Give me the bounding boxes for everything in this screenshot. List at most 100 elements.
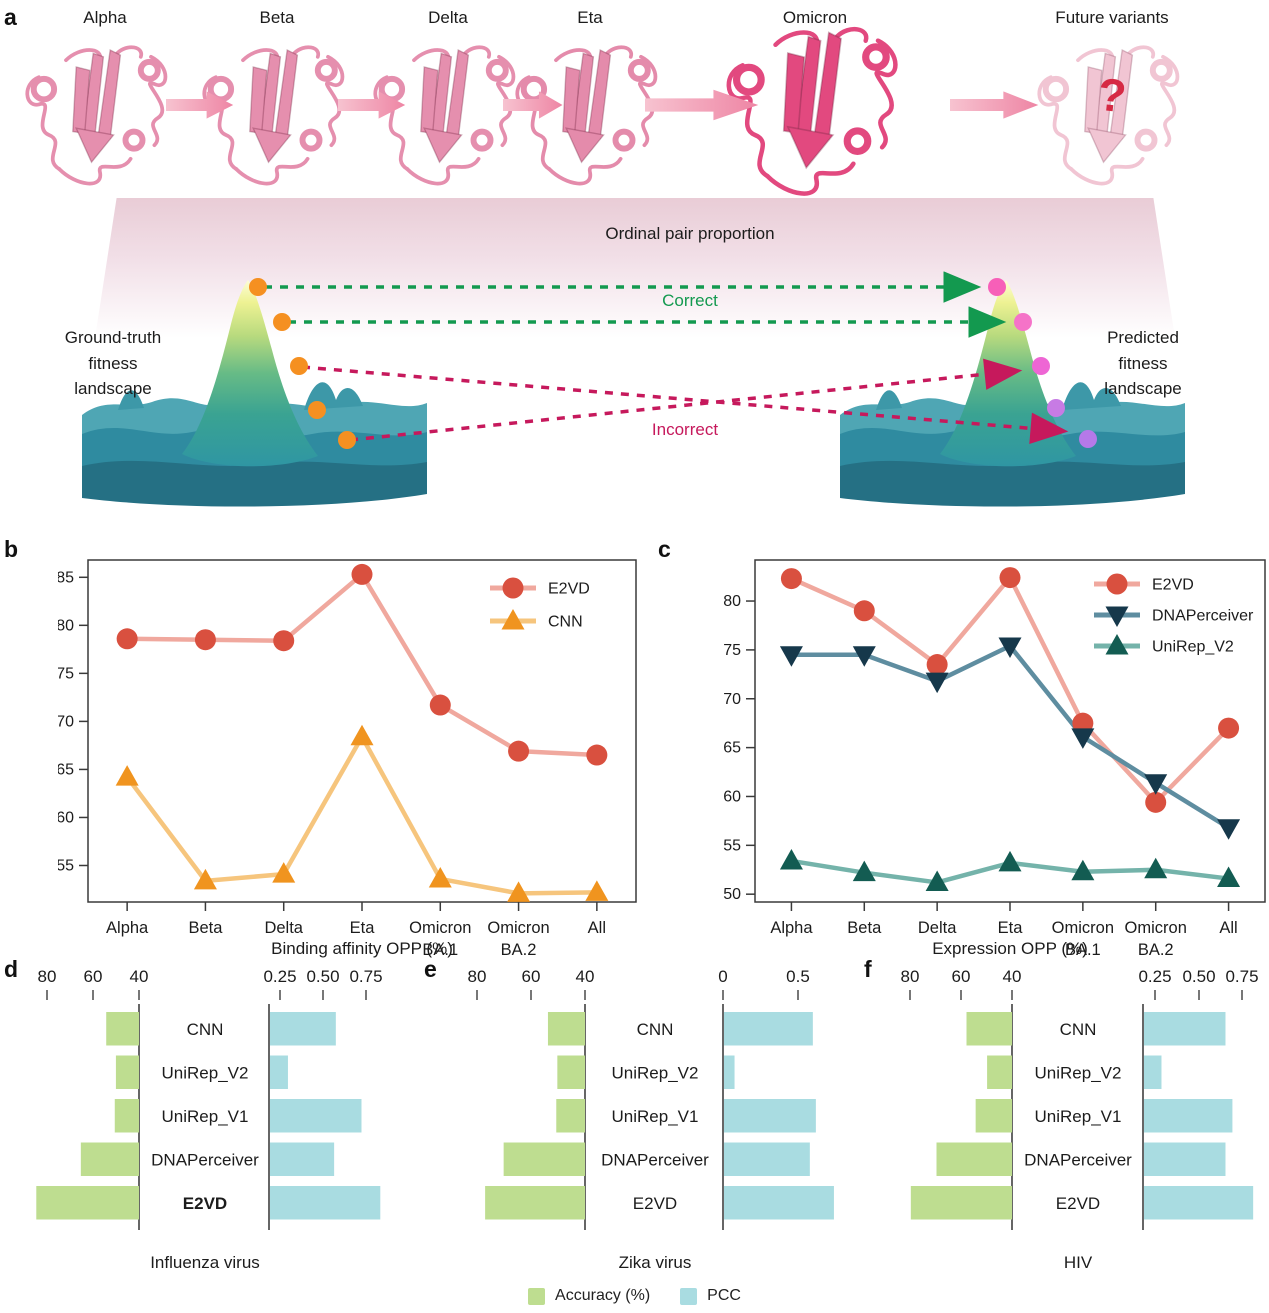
chart-text: 40 [1003,967,1022,986]
chart-text: 40 [130,967,149,986]
accuracy-bar-UniRep_V1 [114,1099,139,1133]
pcc-bar-E2VD [1144,1186,1254,1220]
accuracy-bar-DNAPerceiver [80,1142,139,1176]
pred-label-line3: landscape [1104,379,1182,398]
marker-circle [194,629,216,651]
variant-label-future: Future variants [1055,8,1169,27]
incorrect-label: Incorrect [651,420,719,439]
legend-pcc: PCC [680,1287,741,1305]
evolution-arrow-4 [645,89,759,121]
marker-triangle-down [779,646,803,667]
accuracy-bar-E2VD [910,1186,1012,1220]
marker-circle [926,654,948,676]
chart-text: Binding affinity OPP (%) [271,939,453,958]
marker-circle [853,600,875,622]
panel-letter-c: c [658,536,671,562]
chart-text: UniRep_V2 [162,1063,249,1082]
evolution-arrow-5 [950,91,1039,119]
variant-label-omicron: Omicron [782,8,848,27]
chart-text: CNN [548,614,583,631]
panel-letter-a: a [4,4,17,30]
panel-e-bar-chart: 80 60 40 0 0.5 CNN UniRep_V2 UniRep_V1 DNAPercei… [424,958,860,1293]
accuracy-label: Accuracy (%) [555,1287,651,1304]
marker-circle [508,740,530,762]
chart-text: DNAPerceiver [151,1150,259,1169]
chart-text: 75 [58,665,74,682]
chart-text: UniRep_V2 [1035,1063,1122,1082]
evolution-arrow-1 [166,91,234,119]
chart-text: E2VD [183,1194,227,1213]
pcc-bar-CNN [724,1012,813,1046]
chart-text: HIV [1064,1253,1093,1272]
chart-text: Omicron [1125,919,1187,937]
chart-text: BA.2 [1138,941,1174,959]
variant-label-delta: Delta [428,8,468,27]
pred-label-line2: fitness [1118,353,1168,373]
chart-text: UniRep_V1 [1035,1107,1122,1126]
marker-triangle-down [1071,728,1095,749]
marker-circle [1106,573,1128,595]
chart-text: 60 [952,967,971,986]
pcc-bar-UniRep_V1 [1144,1099,1233,1133]
chart-text: 60 [58,809,74,826]
marker-triangle-up [1217,866,1241,888]
marker-triangle-up [507,881,531,902]
accuracy-bar-CNN [966,1012,1012,1046]
chart-text: Delta [264,919,303,937]
chart-text: Delta [918,919,957,937]
accuracy-bar-UniRep_V2 [115,1055,139,1089]
chart-text: 70 [58,713,74,730]
bar-chart-svg-f: 80 60 40 0.25 0.50 0.75 CNN UniRep_V2 UniRep_V1 D… [901,967,1259,1272]
panel-letter-b: b [4,536,19,562]
chart-text: Eta [998,919,1024,937]
marker-circle [273,630,295,652]
chart-text: 0.5 [786,967,810,986]
chart-text: 0 [718,967,727,986]
chart-text: 0.25 [263,967,296,986]
panel-d-bar-chart: 80 60 40 0.25 0.50 0.75 CNN UniRep_V2 UniRep_V1 D… [0,958,424,1293]
chart-text: E2VD [548,581,590,598]
marker-circle [1145,791,1167,813]
panel-f-bar-chart: 80 60 40 0.25 0.50 0.75 CNN UniRep_V2 UniRep_V1 D… [860,958,1269,1293]
marker-triangle-up [272,862,296,883]
marker-circle [586,744,608,766]
bottom-legend: Accuracy (%) PCC [0,1287,1269,1305]
chart-text: 0.50 [306,967,339,986]
chart-text: CNN [1060,1020,1097,1039]
pcc-bar-CNN [270,1012,336,1046]
chart-text: CNN [187,1020,224,1039]
chart-text: Influenza virus [150,1253,260,1272]
chart-text: BA.1 [1065,941,1101,959]
series-line-CNN [125,734,597,896]
correct-label: Correct [662,291,718,310]
bar-chart-svg-e: 80 60 40 0 0.5 CNN UniRep_V2 UniRep_V1 DNAPercei… [468,967,834,1272]
chart-text: BA.2 [501,941,537,959]
chart-text: Eta [350,919,376,937]
chart-text: 65 [58,761,74,778]
marker-triangle-up [852,860,876,882]
chart-text: 80 [58,617,74,634]
panel-c-line-chart: 50 55 60 65 70 75 80 Alpha Beta Delta Eta Omicron BA… [676,540,1269,971]
pcc-bar-DNAPerceiver [724,1142,810,1176]
variant-label-alpha: Alpha [83,8,127,27]
pcc-bar-DNAPerceiver [270,1142,335,1176]
chart-text: All [588,919,606,937]
protein-structure-alpha [15,33,185,203]
chart-text: 55 [723,837,741,854]
marker-triangle-up [193,868,217,890]
chart-text: Expression OPP (%) [932,939,1088,958]
ground-truth-dots [249,278,356,449]
pcc-bar-E2VD [724,1186,834,1220]
chart-text: UniRep_V2 [612,1063,699,1082]
chart-text: 0.75 [1225,967,1258,986]
accuracy-bar-UniRep_V1 [975,1099,1012,1133]
accuracy-bar-DNAPerceiver [936,1142,1012,1176]
evolution-arrow-2 [338,91,406,119]
pcc-bar-E2VD [270,1186,381,1220]
marker-triangle-up [115,765,139,786]
chart-text: Omicron [409,919,471,937]
mapping-lines-overlay [249,271,1097,449]
chart-text: 0.75 [349,967,382,986]
future-variant-question-mark: ? [1095,67,1129,123]
chart-text: UniRep_V1 [162,1107,249,1126]
